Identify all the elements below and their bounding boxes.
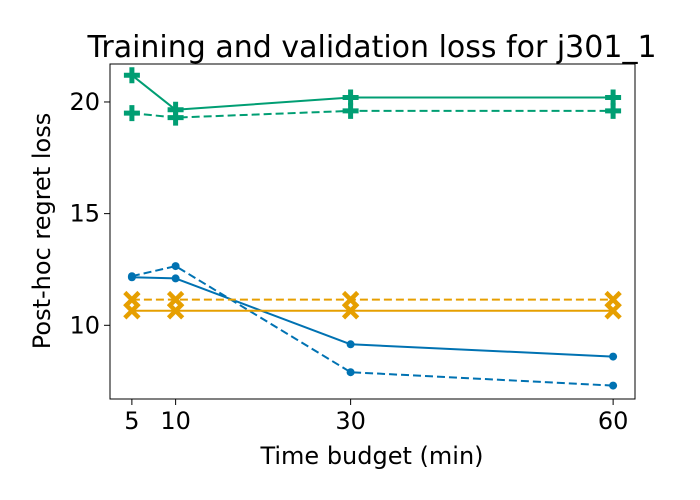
data-point	[342, 102, 359, 119]
data-point	[342, 89, 359, 106]
plot-area	[110, 64, 635, 399]
data-point	[123, 290, 141, 309]
y-axis-label: Post-hoc regret loss	[28, 113, 56, 349]
series-layer	[131, 74, 614, 387]
marker-layer	[123, 67, 622, 390]
x-tick-label: 5	[124, 407, 139, 435]
data-point	[127, 272, 136, 281]
data-point	[605, 89, 622, 106]
x-tick-label: 60	[598, 407, 629, 435]
data-point	[341, 290, 360, 309]
data-point	[123, 67, 140, 84]
y-tick-label: 10	[69, 311, 100, 339]
data-point	[605, 102, 622, 119]
x-tick-label: 10	[160, 407, 191, 435]
x-tick-label: 30	[335, 407, 366, 435]
data-point	[604, 302, 622, 320]
series-line-0	[131, 74, 614, 111]
series-line-1	[131, 109, 614, 119]
chart-title: Training and validation loss for j301_1	[86, 30, 656, 65]
data-point	[346, 368, 355, 377]
x-axis-label: Time budget (min)	[259, 442, 483, 470]
data-point	[123, 105, 140, 122]
x-axis: 5 10 30 60	[124, 399, 628, 435]
data-point	[609, 352, 618, 361]
data-point	[171, 262, 180, 271]
data-point	[167, 109, 184, 126]
data-point	[171, 274, 180, 283]
data-point	[346, 340, 355, 349]
data-point	[609, 381, 618, 390]
data-point	[166, 302, 185, 320]
plot-frame	[109, 63, 636, 400]
data-point	[604, 290, 622, 309]
y-axis: 10 15 20	[69, 88, 110, 339]
y-tick-label: 20	[69, 88, 100, 116]
y-tick-label: 15	[69, 200, 100, 228]
data-point	[166, 290, 185, 309]
series-line-3	[131, 265, 614, 387]
data-point	[341, 302, 360, 320]
data-point	[123, 302, 141, 320]
